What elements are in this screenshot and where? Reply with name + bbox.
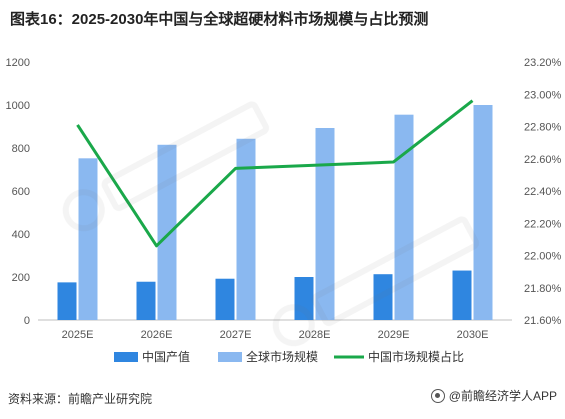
bar [315,128,335,320]
y-left-tick-label: 400 [12,229,30,241]
y-right-tick-label: 23.00% [524,89,562,101]
y-right-tick-label: 21.80% [524,283,562,295]
y-left-tick-label: 800 [12,143,30,155]
publisher-name: @前瞻经济学人APP [448,389,557,403]
x-tick-label: 2026E [141,329,173,341]
publisher-logo-icon [430,388,445,403]
y-right-tick-label: 21.60% [524,315,562,327]
bars-layer [57,105,493,320]
bar [215,278,235,320]
bar [373,274,393,320]
bar [452,270,472,320]
axes-layer: 0 200 400 600 800 1000 1200 21.60% 21.80% 22.00% 2… [6,57,562,341]
legend-label: 中国产值 [142,349,190,364]
y-right-tick-label: 22.00% [524,251,562,263]
x-tick-label: 2028E [299,329,331,341]
bar [394,114,414,320]
legend-label: 全球市场规模 [246,349,318,364]
x-tick-label: 2027E [220,329,252,341]
bar [157,144,177,320]
line-layer [76,99,474,248]
legend-swatch [218,352,242,362]
y-right-tick-label: 22.60% [524,154,562,166]
bar [78,158,98,320]
source-note: 资料来源：前瞻产业研究院 [8,392,153,406]
x-tick-label: 2030E [457,329,489,341]
y-left-tick-label: 0 [24,315,30,327]
chart-title: 图表16：2025-2030年中国与全球超硬材料市场规模与占比预测 [10,11,429,28]
combo-chart: 0 200 400 600 800 1000 1200 21.60% 21.80% 22.00% 2… [6,57,562,364]
bar [136,281,156,320]
y-right-tick-label: 22.80% [524,122,562,134]
y-right-tick-label: 22.40% [524,186,562,198]
bar [57,282,77,320]
bar [473,105,493,320]
y-left-tick-label: 600 [12,186,30,198]
publisher-credit: @前瞻经济学人APP [430,387,557,404]
legend-label: 中国市场规模占比 [368,349,464,364]
y-left-tick-label: 1200 [6,57,30,69]
y-right-tick-label: 23.20% [524,57,562,69]
legend: 中国产值 全球市场规模 中国市场规模占比 [114,349,464,364]
x-tick-label: 2029E [378,329,410,341]
y-left-tick-label: 200 [12,272,30,284]
legend-swatch [114,352,138,362]
y-right-tick-label: 22.20% [524,218,562,230]
bar [236,138,256,320]
bar [294,277,314,320]
share-line [76,99,474,248]
y-left-tick-label: 1000 [6,100,30,112]
x-tick-label: 2025E [62,329,94,341]
footer: 资料来源：前瞻产业研究院 @前瞻经济学人APP [0,385,565,415]
